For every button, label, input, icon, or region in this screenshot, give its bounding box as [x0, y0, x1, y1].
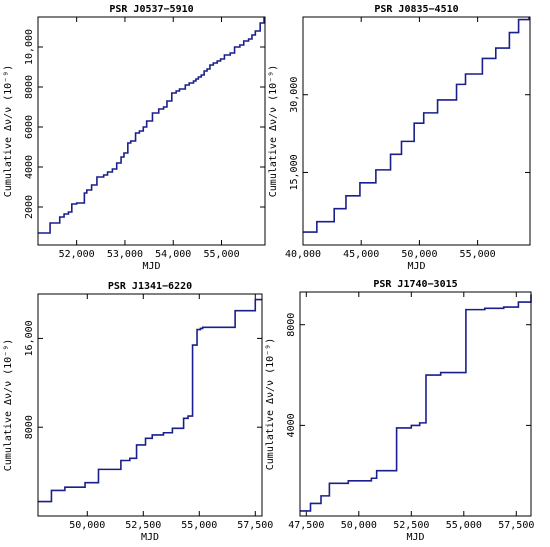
x-tick-label: 40,000 — [285, 249, 321, 260]
x-tick-label: 55,000 — [203, 249, 239, 260]
chart-panel-j0835: PSR J0835−4510 15,000 30,000 40,000 45,000… — [268, 4, 531, 272]
chart-title: PSR J0835−4510 — [374, 4, 458, 15]
x-tick-label: 52,500 — [125, 520, 161, 531]
y-tick-label: 8000 — [286, 313, 297, 337]
series-line — [300, 294, 532, 512]
y-tick-label: 15,000 — [289, 154, 300, 190]
x-tick-label: 50,000 — [69, 520, 105, 531]
y-axis-ticks: 4000 8000 — [286, 313, 531, 437]
x-axis-ticks: 50,000 52,500 55,000 57,500 — [69, 294, 273, 531]
x-tick-label: 55,000 — [181, 520, 217, 531]
y-tick-label: 10,000 — [24, 29, 35, 65]
y-tick-label: 4000 — [286, 413, 297, 437]
x-tick-label: 55,000 — [446, 520, 482, 531]
chart-panel-j1740: PSR J1740−3015 4000 8000 47,500 50,000 52,5… — [265, 279, 534, 543]
y-axis-ticks: 15,000 30,000 — [289, 77, 530, 191]
chart-panel-j1341: PSR J1341−6220 8000 16,000 50,000 52,500 55… — [3, 281, 273, 543]
x-tick-label: 57,500 — [498, 520, 534, 531]
x-axis-label: MJD — [406, 532, 424, 543]
x-tick-label: 52,000 — [59, 249, 95, 260]
x-tick-label: 54,000 — [155, 249, 191, 260]
x-axis-label: MJD — [407, 261, 425, 272]
chart-title: PSR J0537−5910 — [109, 4, 193, 15]
x-tick-label: 50,000 — [341, 520, 377, 531]
x-tick-label: 45,000 — [343, 249, 379, 260]
x-axis-label: MJD — [142, 261, 160, 272]
y-axis-ticks: 8000 16,000 — [24, 320, 262, 439]
chart-title: PSR J1740−3015 — [373, 279, 457, 290]
x-axis-ticks: 52,000 53,000 54,000 55,000 — [59, 17, 240, 260]
x-tick-label: 52,500 — [393, 520, 429, 531]
x-tick-label: 50,000 — [401, 249, 437, 260]
y-axis-ticks: 2000 4000 6000 8000 10,000 — [24, 29, 265, 219]
y-tick-label: 2000 — [24, 195, 35, 219]
plot-frame — [37, 293, 263, 517]
plot-frame — [299, 291, 532, 517]
y-axis-label: Cumulative Δν/ν (10⁻⁹) — [265, 338, 276, 470]
plot-frame — [37, 16, 266, 246]
series-line — [38, 298, 262, 503]
series-line — [38, 17, 265, 234]
x-tick-label: 53,000 — [107, 249, 143, 260]
y-tick-label: 30,000 — [289, 77, 300, 113]
x-tick-label: 55,000 — [460, 249, 496, 260]
chart-title: PSR J1341−6220 — [108, 281, 192, 292]
x-tick-label: 57,500 — [237, 520, 273, 531]
y-axis-label: Cumulative Δν/ν (10⁻⁹) — [3, 65, 14, 197]
x-tick-label: 47,500 — [288, 520, 324, 531]
plot-frame — [302, 16, 531, 246]
chart-panel-j0537: PSR J0537−5910 2000 4000 6000 8000 10,000 52… — [3, 4, 266, 272]
x-axis-label: MJD — [141, 532, 159, 543]
y-tick-label: 16,000 — [24, 320, 35, 356]
y-axis-label: Cumulative Δν/ν (10⁻⁹) — [268, 65, 279, 197]
y-tick-label: 8000 — [24, 415, 35, 439]
y-tick-label: 8000 — [24, 75, 35, 99]
series-line — [303, 17, 530, 233]
x-axis-ticks: 47,500 50,000 52,500 55,000 57,500 — [288, 292, 534, 531]
y-tick-label: 4000 — [24, 155, 35, 179]
y-tick-label: 6000 — [24, 115, 35, 139]
y-axis-label: Cumulative Δν/ν (10⁻⁹) — [3, 339, 14, 471]
